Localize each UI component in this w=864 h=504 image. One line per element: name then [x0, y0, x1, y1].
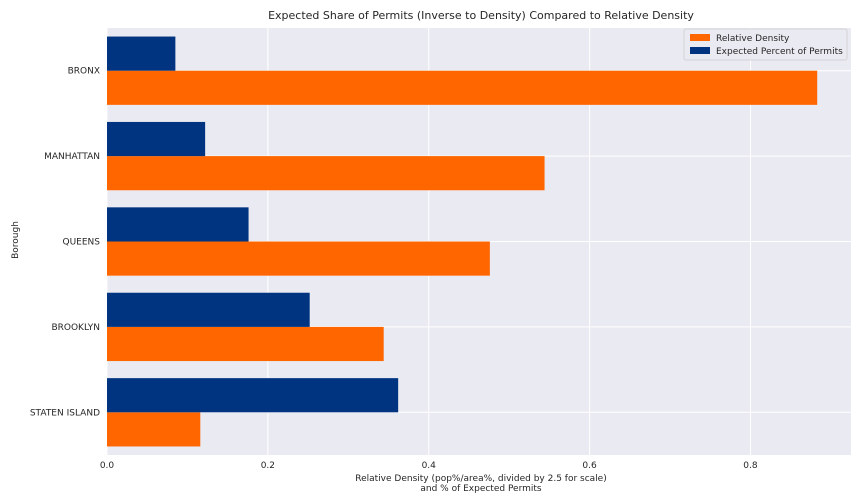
chart-title: Expected Share of Permits (Inverse to De…: [268, 9, 694, 22]
bar-relative-density-bronx: [107, 70, 818, 105]
bar-expected-percent-manhattan: [107, 121, 206, 157]
legend-box: [683, 28, 848, 61]
bar-expected-percent-bronx: [107, 36, 176, 71]
y-tick-label: BRONX: [68, 67, 100, 77]
y-tick-label: BROOKLYN: [51, 323, 100, 333]
legend-swatch-expected-percent: [690, 47, 710, 54]
x-tick-label: 0.2: [261, 461, 275, 471]
y-tick-label: MANHATTAN: [44, 152, 100, 162]
legend-label-expected-percent: Expected Percent of Permits: [716, 47, 843, 57]
legend-label-relative-density: Relative Density: [716, 34, 790, 44]
bars: [107, 36, 818, 447]
bar-expected-percent-queens: [107, 207, 249, 242]
y-tick-label: QUEENS: [63, 238, 101, 248]
x-tick-label: 0.0: [100, 461, 115, 471]
x-axis-label-line-2: and % of Expected Permits: [420, 484, 542, 494]
bar-relative-density-brooklyn: [107, 326, 384, 362]
y-axis-label: Borough: [11, 221, 21, 259]
legend: Relative Density Expected Percent of Per…: [683, 28, 848, 61]
y-tick-labels: BRONX MANHATTAN QUEENS BROOKLYN STATEN ISLAN…: [30, 67, 100, 419]
y-tick-label: STATEN ISLAND: [30, 408, 100, 418]
x-tick-label: 0.6: [582, 461, 597, 471]
x-tick-label: 0.8: [743, 461, 758, 471]
bar-relative-density-staten-island: [107, 412, 201, 447]
x-axis-label-line-1: Relative Density (pop%/area%, divided by…: [355, 474, 606, 484]
bar-relative-density-queens: [107, 241, 490, 276]
bar-expected-percent-staten-island: [107, 378, 399, 413]
bar-relative-density-manhattan: [107, 156, 545, 191]
legend-swatch-relative-density: [690, 34, 710, 41]
x-tick-labels: 0.0 0.2 0.4 0.6 0.8: [100, 461, 758, 471]
bar-expected-percent-brooklyn: [107, 292, 310, 327]
x-tick-label: 0.4: [422, 461, 437, 471]
